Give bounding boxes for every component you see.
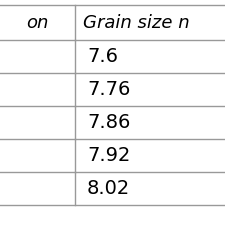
Text: 8.02: 8.02: [87, 179, 130, 198]
Text: 7.6: 7.6: [87, 47, 118, 66]
Text: 7.76: 7.76: [87, 80, 130, 99]
Text: 7.86: 7.86: [87, 113, 130, 132]
Text: 7.92: 7.92: [87, 146, 130, 165]
Text: on: on: [26, 14, 49, 32]
Text: Grain size n: Grain size n: [83, 14, 190, 32]
